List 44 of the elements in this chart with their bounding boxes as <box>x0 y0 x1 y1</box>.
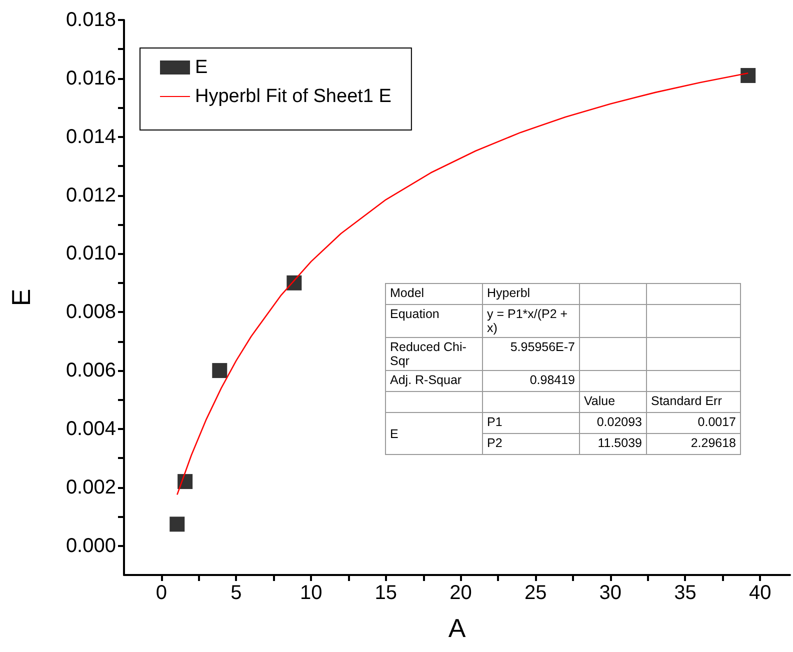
annotation: 11.5039 <box>580 434 646 454</box>
annotation: 2.29618 <box>646 434 740 454</box>
annotation: P1 <box>482 412 580 434</box>
annotation: y = P1*x/(P2 + x) <box>482 304 580 338</box>
annotation: 5.95956E-7 <box>482 338 580 370</box>
y-tick-label: 0.018 <box>66 9 116 31</box>
annotation: Hyperbl <box>482 284 580 304</box>
point <box>212 363 228 378</box>
x-tick-label: 20 <box>450 582 472 604</box>
legend-label: E <box>195 57 208 78</box>
x-axis-title: A <box>448 613 466 643</box>
x-tick-label: 35 <box>674 582 696 604</box>
x-tick-label: 30 <box>599 582 622 604</box>
annotation: 0.98419 <box>482 370 580 392</box>
annotation: Equation <box>386 304 482 338</box>
point <box>170 516 185 532</box>
annotation: Standard Err <box>646 392 740 412</box>
x-tick-label: 40 <box>748 582 772 604</box>
x-tick-label: 10 <box>300 582 322 604</box>
annotation: P2 <box>482 434 580 454</box>
point <box>178 474 193 490</box>
y-tick-label: 0.000 <box>66 534 116 557</box>
annotation: Reduced Chi-Sqr <box>386 338 482 370</box>
y-tick-label: 0.016 <box>66 67 116 90</box>
point <box>740 68 756 83</box>
annotation: Value <box>580 392 646 412</box>
y-tick-label: 0.006 <box>66 360 116 382</box>
x-tick-label: 15 <box>374 582 398 604</box>
y-tick-label: 0.010 <box>66 242 116 265</box>
x-tick-label: 0 <box>156 582 167 604</box>
x-tick-label: 5 <box>230 582 242 604</box>
legend-label: Hyperbl Fit of Sheet1 E <box>195 86 392 107</box>
y-tick-label: 0.008 <box>66 301 116 324</box>
y-tick-label: 0.002 <box>66 476 116 498</box>
y-tick-label: 0.004 <box>66 418 116 440</box>
y-tick-label: 0.012 <box>66 184 116 206</box>
annotation: Adj. R-Squar <box>386 370 482 392</box>
y-axis-title: E <box>6 288 36 306</box>
annotation: 0.0017 <box>646 412 740 434</box>
annotation: Model <box>386 284 482 304</box>
annotation: E <box>386 412 482 454</box>
y-tick-label: 0.014 <box>66 126 116 148</box>
x-tick-label: 25 <box>524 582 547 604</box>
annotation: 0.02093 <box>580 412 646 434</box>
